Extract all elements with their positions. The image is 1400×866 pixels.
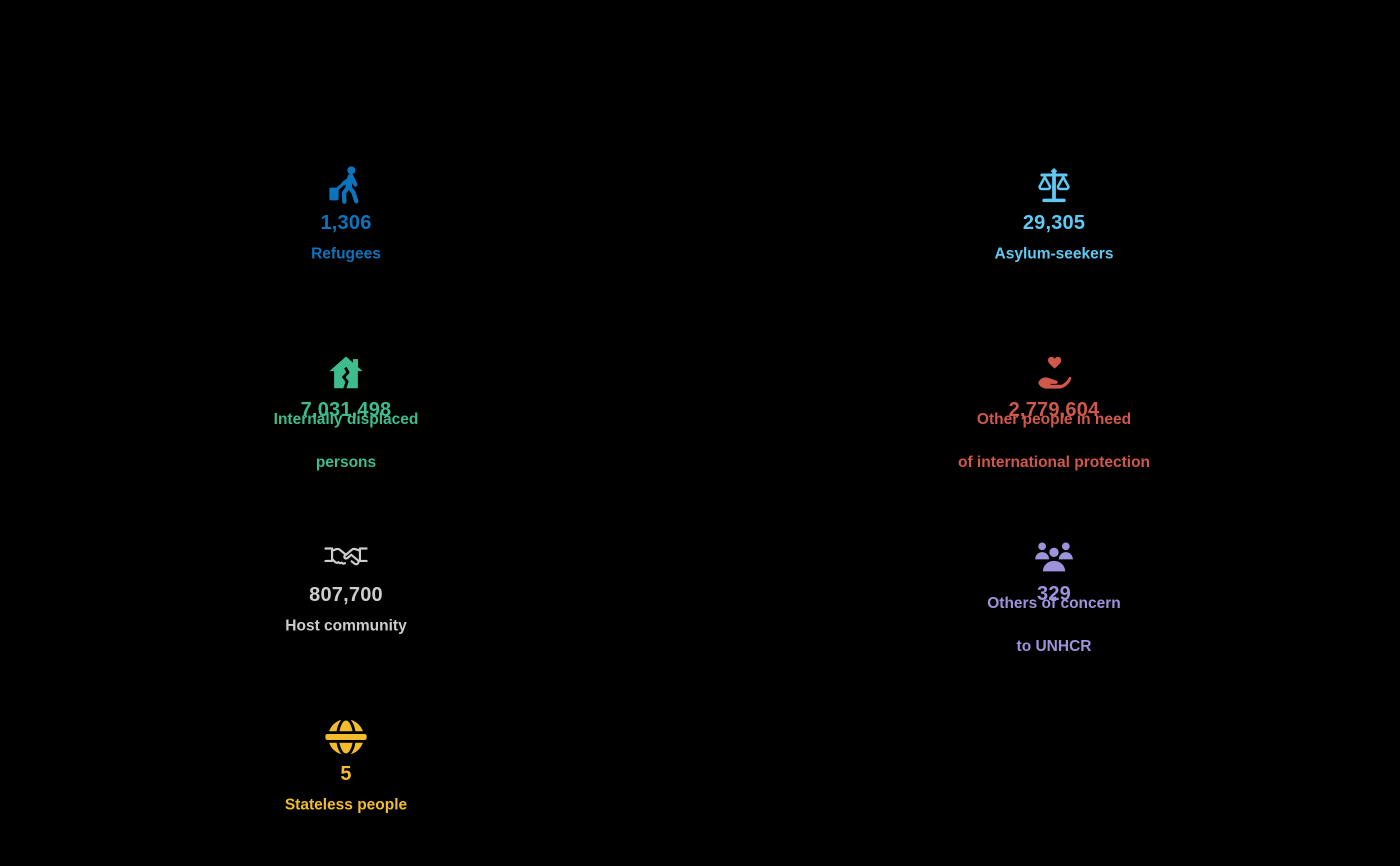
stat-label: Asylum-seekers xyxy=(994,245,1114,263)
person-walking-with-luggage-icon xyxy=(176,163,516,209)
handshake-icon xyxy=(176,535,516,581)
stat-asylum-seekers: 29,305 Asylum-seekers xyxy=(884,163,1224,263)
stat-value: 807,700 xyxy=(309,584,383,606)
stat-label: Host community xyxy=(285,617,407,635)
globe-icon xyxy=(176,714,516,760)
scales-of-justice-icon xyxy=(884,163,1224,209)
stat-label: Stateless people xyxy=(284,796,408,814)
stat-host-community: 807,700 Host community xyxy=(176,535,516,635)
stat-internally-displaced-persons: 7,031,498 Internally displaced persons xyxy=(176,350,516,471)
stat-value: 329 xyxy=(1037,583,1071,605)
stat-label: Refugees xyxy=(311,245,381,263)
stat-label: Internally displaced persons xyxy=(273,411,419,471)
hand-holding-heart-icon xyxy=(884,350,1224,396)
stat-value: 1,306 xyxy=(320,212,372,234)
stat-stateless-people: 5 Stateless people xyxy=(176,714,516,814)
stat-label: Other people in need of international pr… xyxy=(957,411,1151,471)
stat-refugees: 1,306 Refugees xyxy=(176,163,516,263)
stat-value: 5 xyxy=(340,763,352,785)
stat-value: 29,305 xyxy=(1022,212,1086,234)
stat-value: 2,779,604 xyxy=(1008,399,1100,421)
stat-others-of-concern: 329 Others of concern to UNHCR xyxy=(884,534,1224,655)
stat-other-people-in-need: 2,779,604 Other people in need of intern… xyxy=(884,350,1224,471)
damaged-house-icon xyxy=(176,350,516,396)
stat-label: Others of concern to UNHCR xyxy=(987,595,1121,655)
stat-value: 7,031,498 xyxy=(300,399,392,421)
people-group-icon xyxy=(884,534,1224,580)
